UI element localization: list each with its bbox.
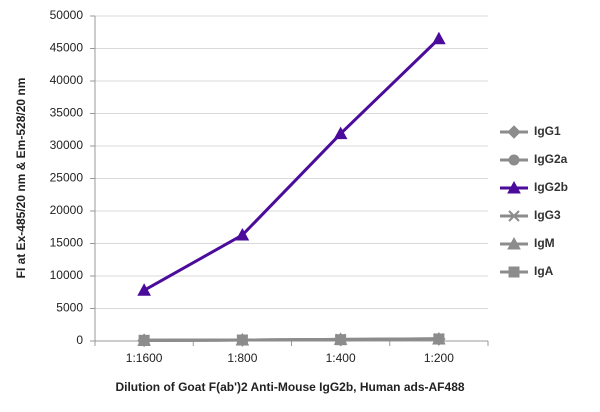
legend-marker bbox=[507, 125, 521, 139]
marker bbox=[433, 333, 445, 345]
y-tick-label: 35000 bbox=[50, 106, 84, 120]
y-tick-label: 30000 bbox=[50, 138, 84, 152]
y-tick-label: 45000 bbox=[50, 41, 84, 55]
x-axis-title: Dilution of Goat F(ab')2 Anti-Mouse IgG2… bbox=[115, 380, 464, 394]
marker bbox=[236, 334, 248, 346]
y-tick-label: 50000 bbox=[50, 8, 84, 22]
y-tick-label: 15000 bbox=[50, 236, 84, 250]
marker bbox=[138, 334, 150, 346]
x-tick-label: 1:400 bbox=[326, 351, 356, 365]
series-line bbox=[144, 337, 439, 342]
y-tick-label: 20000 bbox=[50, 203, 84, 217]
y-tick-label: 5000 bbox=[56, 301, 83, 315]
legend-marker bbox=[507, 236, 521, 250]
x-tick-label: 1:200 bbox=[424, 351, 454, 365]
marker bbox=[235, 228, 250, 241]
legend-marker bbox=[508, 154, 520, 166]
legend-label: IgG2b bbox=[534, 180, 568, 194]
legend-label: IgG2a bbox=[534, 152, 568, 166]
legend-marker bbox=[508, 266, 520, 278]
y-tick-label: 10000 bbox=[50, 268, 84, 282]
y-tick-label: 25000 bbox=[50, 171, 84, 185]
y-axis-title: FI at Ex-485/20 nm & Em-528/20 nm bbox=[14, 78, 28, 279]
legend-label: IgG3 bbox=[534, 208, 561, 222]
legend-marker bbox=[508, 210, 520, 222]
legend-label: IgM bbox=[534, 236, 555, 250]
y-tick-label: 40000 bbox=[50, 73, 84, 87]
x-tick-label: 1:1600 bbox=[126, 351, 163, 365]
series-line bbox=[143, 37, 440, 292]
x-tick-label: 1:800 bbox=[227, 351, 257, 365]
marker bbox=[432, 31, 446, 45]
legend-label: IgA bbox=[534, 264, 554, 278]
marker bbox=[333, 126, 348, 140]
marker bbox=[335, 334, 347, 346]
y-tick-label: 0 bbox=[76, 333, 83, 347]
legend-label: IgG1 bbox=[534, 124, 561, 138]
legend-marker bbox=[507, 180, 521, 194]
marker bbox=[137, 283, 151, 296]
